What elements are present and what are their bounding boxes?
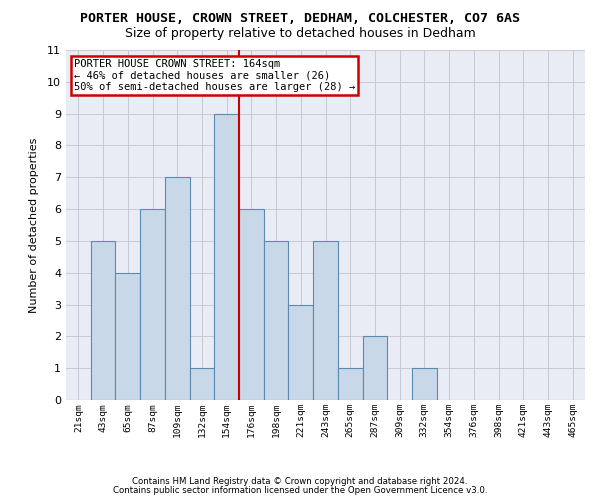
Bar	[362, 336, 387, 400]
Bar	[190, 368, 214, 400]
Text: Contains HM Land Registry data © Crown copyright and database right 2024.: Contains HM Land Registry data © Crown c…	[132, 477, 468, 486]
Bar	[140, 209, 165, 400]
Bar	[313, 241, 338, 400]
Text: Contains public sector information licensed under the Open Government Licence v3: Contains public sector information licen…	[113, 486, 487, 495]
Text: PORTER HOUSE CROWN STREET: 164sqm
← 46% of detached houses are smaller (26)
50% : PORTER HOUSE CROWN STREET: 164sqm ← 46% …	[74, 59, 355, 92]
Bar	[115, 272, 140, 400]
Bar	[91, 241, 115, 400]
Bar	[264, 241, 289, 400]
Text: Size of property relative to detached houses in Dedham: Size of property relative to detached ho…	[125, 28, 475, 40]
Bar	[338, 368, 362, 400]
Bar	[412, 368, 437, 400]
Bar	[165, 178, 190, 400]
Bar	[239, 209, 264, 400]
Y-axis label: Number of detached properties: Number of detached properties	[29, 138, 39, 312]
Text: PORTER HOUSE, CROWN STREET, DEDHAM, COLCHESTER, CO7 6AS: PORTER HOUSE, CROWN STREET, DEDHAM, COLC…	[80, 12, 520, 26]
Bar	[289, 304, 313, 400]
Bar	[214, 114, 239, 400]
